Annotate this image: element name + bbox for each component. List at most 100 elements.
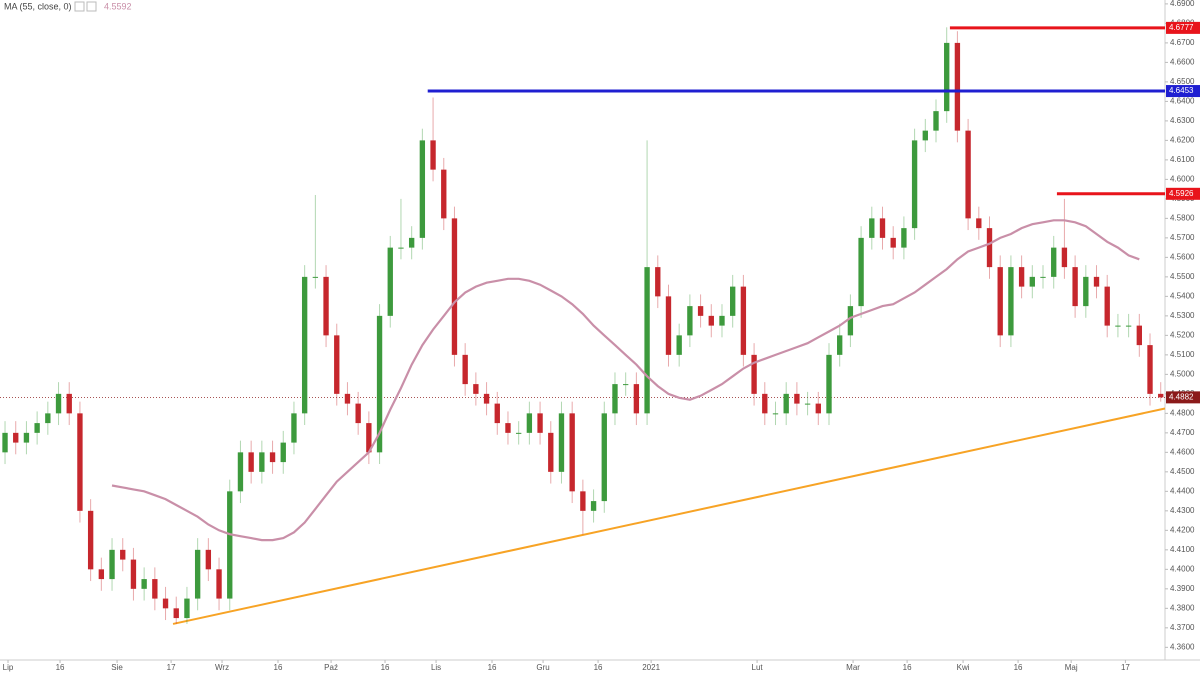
candle-body bbox=[291, 413, 297, 443]
y-tick-label: 4.3900 bbox=[1170, 584, 1195, 593]
level-label-bg bbox=[1166, 187, 1200, 200]
x-tick-label: 17 bbox=[1121, 663, 1130, 672]
candle-body bbox=[965, 130, 971, 219]
level-label-bg bbox=[1166, 85, 1200, 98]
candle-body bbox=[665, 296, 672, 355]
x-tick-label: Wrz bbox=[215, 663, 229, 672]
candle-body bbox=[1051, 247, 1057, 277]
x-tick-label: Gru bbox=[536, 663, 549, 672]
candle-body bbox=[580, 491, 586, 511]
y-tick-label: 4.6300 bbox=[1170, 116, 1195, 125]
candle-body bbox=[515, 432, 522, 434]
candle-body bbox=[826, 354, 832, 414]
x-tick-label: 16 bbox=[381, 663, 390, 672]
settings-icon[interactable] bbox=[74, 1, 85, 12]
x-tick-label: 16 bbox=[903, 663, 912, 672]
candle-body bbox=[687, 306, 693, 336]
candle-body bbox=[398, 247, 404, 249]
moving-average bbox=[111, 219, 1140, 542]
candle-body bbox=[655, 267, 661, 297]
candle-body bbox=[34, 423, 40, 433]
candle-body bbox=[633, 384, 640, 414]
candle-body bbox=[1040, 276, 1046, 278]
candle-body bbox=[901, 228, 907, 248]
x-tick-label: Sie bbox=[111, 663, 123, 672]
candle-body bbox=[751, 354, 757, 394]
candle-body bbox=[1147, 345, 1153, 394]
y-tick-label: 4.4300 bbox=[1170, 506, 1195, 515]
candle-body bbox=[259, 452, 265, 472]
candle-body bbox=[323, 276, 329, 336]
indicator-value: 4.5592 bbox=[104, 1, 132, 11]
candle-body bbox=[933, 111, 939, 131]
candle-body bbox=[1029, 276, 1035, 287]
candle-body bbox=[1158, 393, 1164, 398]
candle-body bbox=[2, 432, 8, 453]
candle-body bbox=[1104, 286, 1110, 326]
candle-body bbox=[355, 403, 361, 424]
y-tick-label: 4.5200 bbox=[1170, 330, 1195, 339]
close-icon[interactable] bbox=[86, 1, 97, 12]
candle-body bbox=[1018, 267, 1025, 287]
candle-body bbox=[430, 140, 436, 170]
candle-body bbox=[173, 608, 179, 619]
candle-body bbox=[890, 237, 896, 248]
candle-body bbox=[77, 413, 83, 511]
candle-body bbox=[804, 403, 811, 405]
candle-body bbox=[55, 393, 62, 414]
candle-body bbox=[184, 598, 190, 619]
y-tick-label: 4.6900 bbox=[1170, 0, 1195, 8]
candle-body bbox=[944, 42, 950, 112]
candle-body bbox=[719, 315, 725, 326]
candle-body bbox=[23, 432, 30, 443]
candle-body bbox=[548, 432, 554, 472]
candle-body bbox=[451, 218, 458, 355]
candle-body bbox=[676, 335, 682, 355]
candle-body bbox=[837, 335, 843, 355]
candle-body bbox=[483, 393, 490, 404]
y-tick-label: 4.5800 bbox=[1170, 213, 1195, 222]
candle-body bbox=[1083, 276, 1089, 307]
candle-body bbox=[408, 237, 415, 248]
candle-body bbox=[1115, 325, 1121, 327]
y-tick-label: 4.6000 bbox=[1170, 174, 1195, 183]
candle-body bbox=[66, 393, 72, 414]
candle-body bbox=[227, 491, 233, 599]
candle-body bbox=[45, 413, 51, 424]
y-tick-label: 4.3700 bbox=[1170, 623, 1195, 632]
last-price-label: 4.4882 bbox=[1169, 392, 1194, 401]
candle-body bbox=[152, 579, 158, 599]
y-tick-label: 4.5700 bbox=[1170, 233, 1195, 242]
candle-body bbox=[120, 549, 126, 560]
x-tick-label: Mar bbox=[846, 663, 860, 672]
level-label: 4.6453 bbox=[1169, 86, 1194, 95]
candle-body bbox=[708, 315, 714, 326]
y-tick-label: 4.4500 bbox=[1170, 467, 1195, 476]
y-tick-label: 4.5000 bbox=[1170, 369, 1195, 378]
candle-body bbox=[269, 452, 276, 463]
candle-body bbox=[526, 413, 533, 433]
y-tick-label: 4.5400 bbox=[1170, 291, 1195, 300]
candle-body bbox=[248, 452, 254, 472]
candle-body bbox=[740, 286, 747, 355]
candle-body bbox=[494, 403, 500, 424]
candle-body bbox=[1072, 267, 1078, 307]
candle-body bbox=[911, 140, 918, 229]
candle-body bbox=[130, 559, 137, 589]
candle-body bbox=[1008, 267, 1014, 336]
candle-body bbox=[569, 413, 575, 492]
x-tick-label: 16 bbox=[274, 663, 283, 672]
y-tick-label: 4.6500 bbox=[1170, 77, 1195, 86]
y-tick-label: 4.6100 bbox=[1170, 155, 1195, 164]
y-tick-label: 4.3800 bbox=[1170, 603, 1195, 612]
y-tick-label: 4.5300 bbox=[1170, 311, 1195, 320]
level-label: 4.5926 bbox=[1169, 189, 1194, 198]
candle-body bbox=[441, 169, 447, 219]
candle-body bbox=[772, 413, 779, 415]
y-tick-label: 4.4700 bbox=[1170, 428, 1195, 437]
candle-body bbox=[301, 276, 308, 414]
candle-body bbox=[1136, 325, 1142, 346]
